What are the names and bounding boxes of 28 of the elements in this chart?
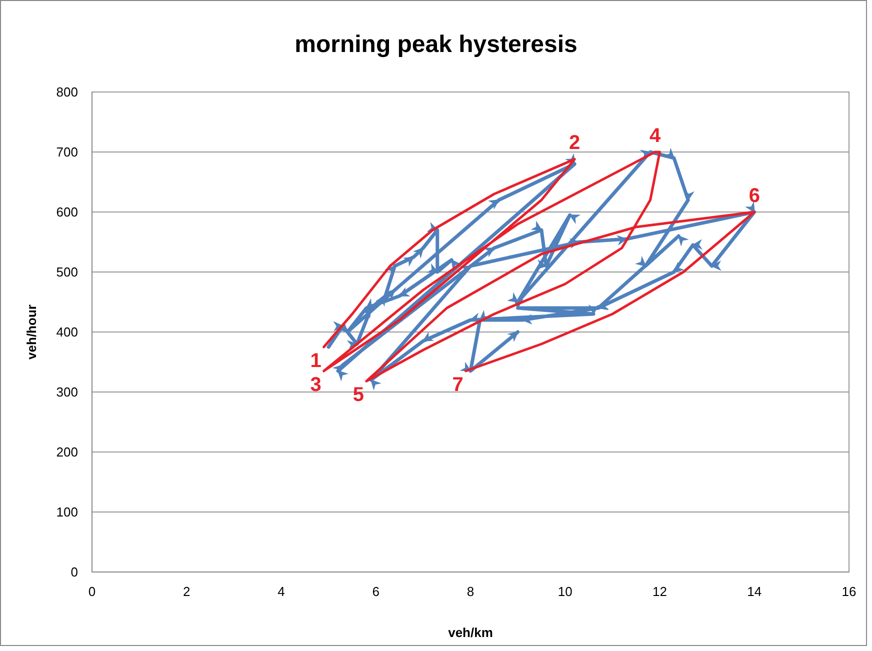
annotation: 3 [310, 374, 322, 396]
x-tick-label: 12 [652, 584, 667, 599]
y-tick-label: 500 [56, 264, 78, 280]
x-tick-label: 14 [747, 584, 762, 599]
y-tick-label: 0 [70, 564, 78, 580]
y-tick-label: 100 [56, 504, 78, 520]
y-tick-label: 700 [56, 144, 78, 160]
x-tick-label: 0 [88, 584, 96, 599]
chart-title: morning peak hysteresis [294, 31, 578, 58]
annotation: 6 [748, 185, 760, 207]
annotation: 7 [452, 374, 464, 396]
y-axis-title: veh/hour [24, 304, 39, 360]
x-tick-label: 10 [558, 584, 572, 599]
x-tick-label: 2 [183, 584, 190, 599]
x-tick-label: 8 [466, 584, 474, 599]
x-tick-label: 4 [278, 584, 285, 599]
x-axis-title: veh/km [448, 625, 493, 640]
annotation: 5 [352, 384, 364, 406]
annotation: 1 [310, 350, 322, 372]
y-tick-label: 200 [56, 444, 78, 460]
x-tick-label: 16 [842, 584, 856, 599]
x-tick-label: 6 [372, 584, 380, 599]
y-tick-label: 300 [56, 384, 78, 400]
y-tick-label: 600 [56, 204, 78, 220]
annotation: 2 [569, 132, 580, 154]
annotation: 4 [649, 125, 662, 147]
y-tick-label: 800 [56, 84, 78, 100]
y-tick-label: 400 [56, 324, 78, 340]
